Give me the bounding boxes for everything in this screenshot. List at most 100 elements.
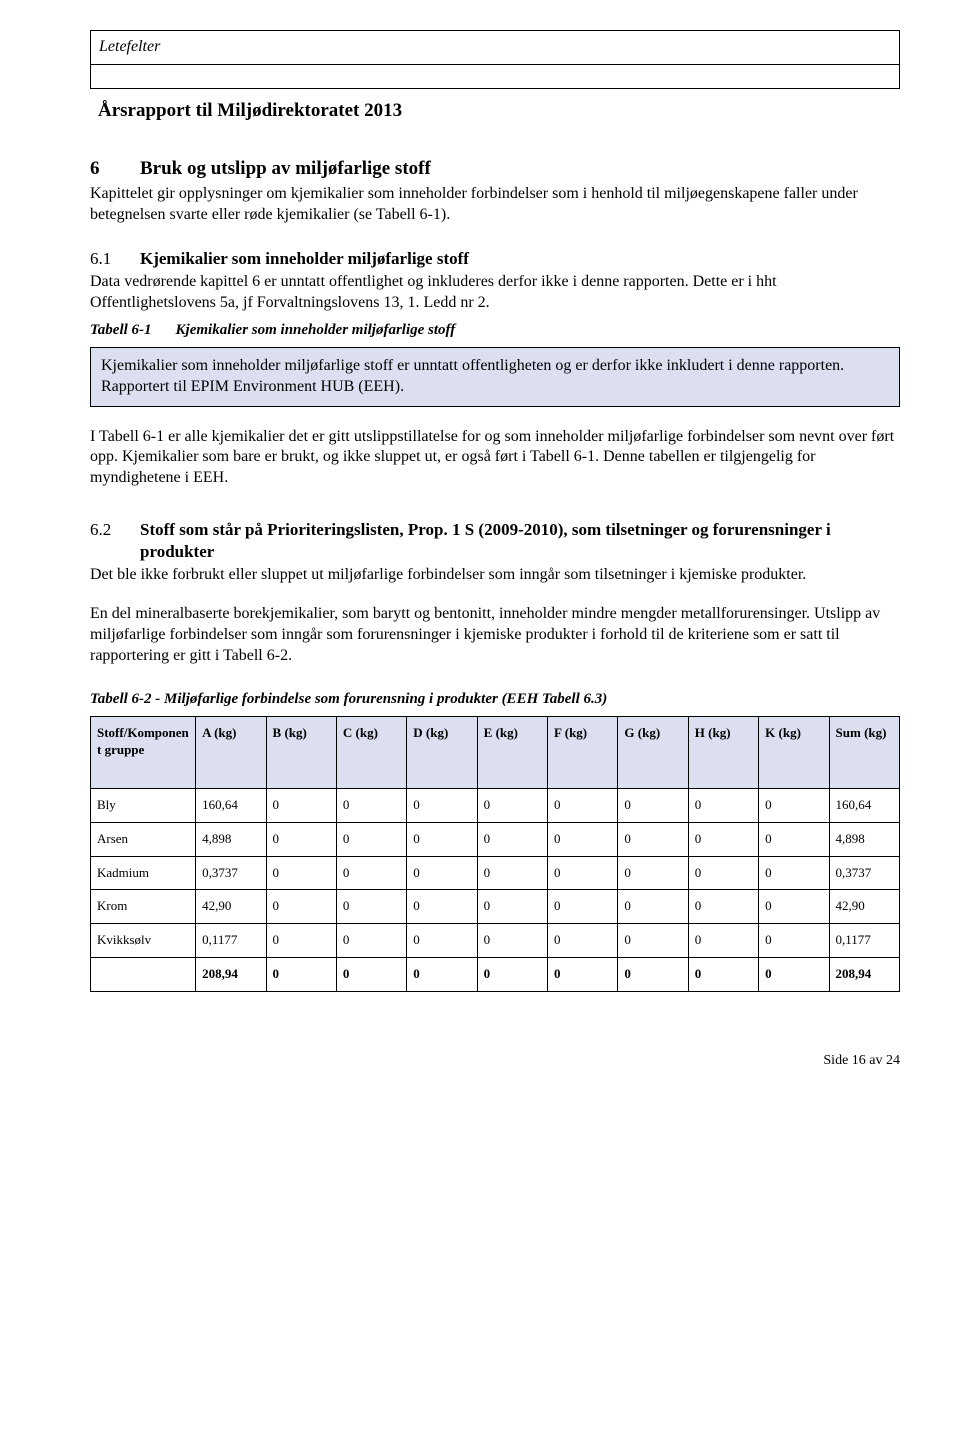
table-cell: 0	[548, 788, 618, 822]
table-cell: 0	[407, 958, 477, 992]
table-6-2-header-cell: Sum (kg)	[829, 716, 899, 788]
section-6-2-heading: 6.2 Stoff som står på Prioriteringsliste…	[90, 519, 900, 563]
table-6-2: Stoff/Komponent gruppeA (kg)B (kg)C (kg)…	[90, 716, 900, 992]
table-6-1-infobox: Kjemikalier som inneholder miljøfarlige …	[90, 347, 900, 407]
table-6-1-caption-label: Tabell 6-1	[90, 322, 152, 338]
table-cell: 0	[266, 958, 336, 992]
table-6-1-caption-text: Kjemikalier som inneholder miljøfarlige …	[176, 322, 456, 338]
table-cell: 0	[688, 788, 758, 822]
table-cell: 0	[266, 924, 336, 958]
section-6-1-number: 6.1	[90, 248, 140, 270]
table-cell	[91, 958, 196, 992]
table-cell: 0,1177	[196, 924, 266, 958]
table-cell: 0	[477, 822, 547, 856]
table-cell: 0	[759, 890, 829, 924]
table-cell: 0	[759, 788, 829, 822]
table-cell: 0	[548, 958, 618, 992]
table-cell: 0	[336, 856, 406, 890]
table-cell: 0,1177	[829, 924, 899, 958]
table-cell: 0	[477, 856, 547, 890]
table-cell: 208,94	[196, 958, 266, 992]
table-row: Kadmium0,3737000000000,3737	[91, 856, 900, 890]
table-cell: 0	[266, 890, 336, 924]
table-cell: 0	[759, 856, 829, 890]
section-6-2-p2: En del mineralbaserte borekjemikalier, s…	[90, 604, 900, 666]
report-title: Årsrapport til Miljødirektoratet 2013	[90, 93, 900, 134]
section-6-1-closing: I Tabell 6-1 er alle kjemikalier det er …	[90, 427, 900, 489]
table-cell: 4,898	[829, 822, 899, 856]
section-6-2-p1: Det ble ikke forbrukt eller sluppet ut m…	[90, 565, 900, 586]
table-cell: 0	[688, 856, 758, 890]
table-6-2-header-cell: F (kg)	[548, 716, 618, 788]
table-6-2-header-cell: H (kg)	[688, 716, 758, 788]
section-6-intro: Kapittelet gir opplysninger om kjemikali…	[90, 184, 900, 226]
table-cell: 42,90	[196, 890, 266, 924]
table-6-1-caption: Tabell 6-1 Kjemikalier som inneholder mil…	[90, 321, 900, 341]
table-6-2-header-cell: D (kg)	[407, 716, 477, 788]
table-cell: 0	[266, 856, 336, 890]
section-6-1-title: Kjemikalier som inneholder miljøfarlige …	[140, 248, 469, 270]
table-6-2-header-cell: K (kg)	[759, 716, 829, 788]
table-cell: 0	[759, 822, 829, 856]
table-cell: 0	[618, 890, 688, 924]
table-6-2-header-cell: C (kg)	[336, 716, 406, 788]
table-cell: 0	[336, 924, 406, 958]
table-cell: 160,64	[829, 788, 899, 822]
table-cell: 0	[688, 822, 758, 856]
table-cell: 0	[548, 924, 618, 958]
table-cell: 0	[407, 890, 477, 924]
section-6-heading: 6 Bruk og utslipp av miljøfarlige stoff	[90, 157, 900, 182]
header-divider	[91, 64, 899, 88]
table-cell: 0	[688, 924, 758, 958]
table-cell: 0	[688, 890, 758, 924]
table-cell: 0	[407, 856, 477, 890]
table-6-2-header-cell: B (kg)	[266, 716, 336, 788]
table-cell: 0	[266, 788, 336, 822]
table-6-2-header-cell: G (kg)	[618, 716, 688, 788]
table-cell: 0	[266, 822, 336, 856]
table-cell: 0	[336, 958, 406, 992]
table-6-2-caption: Tabell 6-2 - Miljøfarlige forbindelse so…	[90, 690, 900, 710]
table-cell: 0	[407, 822, 477, 856]
table-cell: 0	[548, 890, 618, 924]
table-6-2-header-cell: A (kg)	[196, 716, 266, 788]
table-cell: 0	[477, 924, 547, 958]
table-cell: Krom	[91, 890, 196, 924]
table-cell: Arsen	[91, 822, 196, 856]
table-cell: 208,94	[829, 958, 899, 992]
table-6-2-head: Stoff/Komponent gruppeA (kg)B (kg)C (kg)…	[91, 716, 900, 788]
section-6-2-number: 6.2	[90, 519, 140, 563]
table-cell: 0	[407, 924, 477, 958]
header-box: Letefelter	[90, 30, 900, 89]
section-6-2-title: Stoff som står på Prioriteringslisten, P…	[140, 519, 900, 563]
table-cell: 0	[407, 788, 477, 822]
table-cell: Kadmium	[91, 856, 196, 890]
table-row: Kvikksølv0,1177000000000,1177	[91, 924, 900, 958]
table-cell: 0	[477, 890, 547, 924]
table-cell: 0	[759, 924, 829, 958]
table-cell: 0	[618, 856, 688, 890]
table-cell: 0	[548, 822, 618, 856]
table-cell: 0	[618, 924, 688, 958]
section-6-1-heading: 6.1 Kjemikalier som inneholder miljøfarl…	[90, 248, 900, 270]
table-cell: 0	[336, 890, 406, 924]
section-6-title: Bruk og utslipp av miljøfarlige stoff	[140, 157, 431, 182]
table-row: Krom42,900000000042,90	[91, 890, 900, 924]
table-cell: Kvikksølv	[91, 924, 196, 958]
table-cell: 42,90	[829, 890, 899, 924]
table-cell: 0	[477, 788, 547, 822]
table-row: Arsen4,898000000004,898	[91, 822, 900, 856]
section-6-number: 6	[90, 157, 140, 182]
table-cell: 0	[618, 958, 688, 992]
table-cell: 0	[618, 822, 688, 856]
page-footer: Side 16 av 24	[90, 1052, 900, 1070]
table-cell: 0	[336, 822, 406, 856]
table-6-2-body: Bly160,6400000000160,64Arsen4,8980000000…	[91, 788, 900, 991]
section-6-1-body: Data vedrørende kapittel 6 er unntatt of…	[90, 272, 900, 314]
table-row: 208,9400000000208,94	[91, 958, 900, 992]
table-cell: 160,64	[196, 788, 266, 822]
table-cell: 0,3737	[829, 856, 899, 890]
table-cell: 0	[548, 856, 618, 890]
table-cell: 0	[477, 958, 547, 992]
table-cell: 0,3737	[196, 856, 266, 890]
